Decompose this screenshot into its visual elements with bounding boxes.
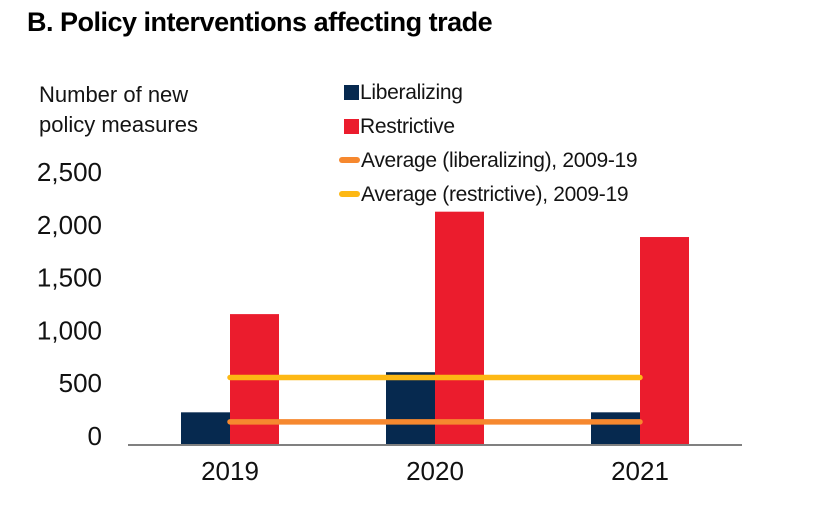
y-tick-label: 500	[59, 368, 102, 398]
bar-liberalizing-2019	[181, 412, 230, 444]
legend-label: Liberalizing	[360, 80, 463, 104]
bar-restrictive-2020	[435, 211, 484, 444]
y-tick-label: 2,000	[37, 210, 102, 240]
average-liberalizing-line-icon	[339, 157, 360, 163]
legend-item-liberalizing: Liberalizing	[344, 75, 637, 109]
legend-item-restrictive: Restrictive	[344, 109, 637, 143]
y-tick-label: 0	[88, 421, 102, 451]
legend-item-average-liberalizing: Average (liberalizing), 2009-19	[339, 143, 638, 177]
average-restrictive-line-icon	[339, 191, 360, 197]
liberalizing-swatch-icon	[344, 84, 359, 100]
restrictive-swatch-icon	[344, 118, 359, 134]
x-tick-label: 2021	[611, 456, 669, 486]
bar-liberalizing-2021	[591, 412, 640, 444]
y-axis-unit-label: Number of new policy measures	[39, 82, 198, 137]
legend-label: Average (liberalizing), 2009-19	[361, 148, 638, 172]
y-tick-label: 2,500	[37, 157, 102, 187]
bar-restrictive-2021	[640, 237, 689, 444]
legend-label: Restrictive	[360, 114, 455, 138]
chart-legend: Liberalizing Restrictive Average (libera…	[339, 75, 638, 211]
legend-item-average-restrictive: Average (restrictive), 2009-19	[339, 177, 637, 211]
bar-liberalizing-2020	[386, 372, 435, 444]
x-tick-label: 2020	[406, 456, 464, 486]
legend-label: Average (restrictive), 2009-19	[361, 182, 629, 206]
y-tick-label: 1,500	[37, 263, 102, 293]
x-tick-label: 2019	[201, 456, 259, 486]
chart-title: B. Policy interventions affecting trade	[27, 7, 493, 37]
y-tick-label: 1,000	[37, 315, 102, 345]
